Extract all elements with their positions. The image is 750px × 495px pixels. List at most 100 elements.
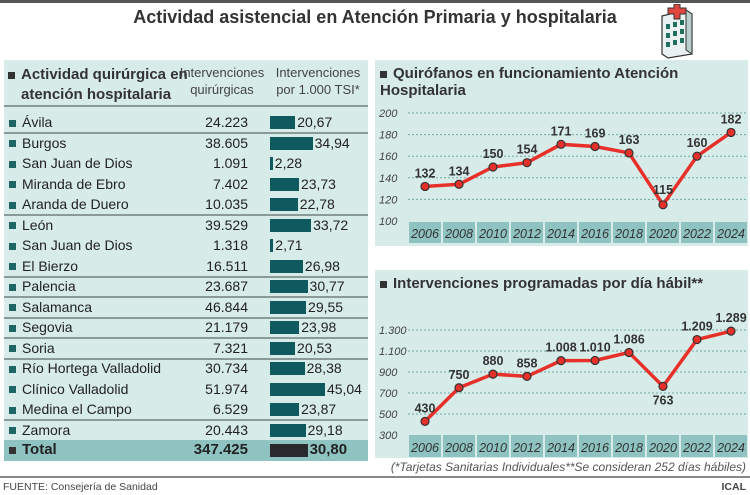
x-tick-label: 2022 [682, 441, 711, 455]
total-row: Total 347.425 30,80 [4, 440, 368, 461]
x-tick-label: 2006 [410, 227, 439, 241]
interventions-value: 7.402 [212, 175, 248, 192]
interventions-value: 6.529 [212, 401, 248, 417]
x-tick-label: 2020 [648, 441, 677, 455]
rate-value: 45,04 [326, 380, 362, 397]
data-label: 182 [721, 112, 742, 126]
year-cell [511, 435, 543, 457]
bullet-icon [9, 181, 16, 189]
table-row: Soria 7.321 20,53 [4, 338, 368, 359]
rate-value: 2,71 [275, 237, 303, 253]
data-point [454, 179, 464, 189]
data-label: 880 [483, 354, 504, 368]
rate-value: 30,77 [309, 278, 345, 294]
divider [4, 105, 368, 107]
column-header-rate: Intervenciones por 1.000 TSI* [275, 65, 361, 97]
row-name: Miranda de Ebro [4, 174, 126, 195]
data-label: 1.010 [579, 340, 610, 354]
x-tick-label: 2010 [478, 441, 507, 455]
table-row: Miranda de Ebro 7.402 23,73 [4, 174, 368, 195]
divider [4, 214, 368, 216]
rate-value: 28,38 [306, 360, 342, 376]
x-tick-label: 2016 [580, 227, 609, 241]
x-tick-label: 2012 [512, 441, 541, 455]
year-cell [409, 435, 441, 457]
y-tick-label: 160 [379, 151, 398, 163]
row-name: Zamora [4, 420, 70, 441]
data-point [658, 381, 668, 391]
data-label: 1.289 [715, 311, 746, 325]
row-name: Salamanca [4, 297, 92, 318]
data-label: 858 [517, 356, 538, 370]
interventions-value: 20.443 [205, 421, 248, 438]
table-row: Zamora 20.443 29,18 [4, 420, 368, 441]
row-name: Río Hortega Valladolid [4, 358, 161, 379]
rate-bar [270, 280, 308, 293]
data-label: 150 [483, 147, 504, 161]
interventions-value: 10.035 [205, 196, 248, 212]
table-row: San Juan de Dios 1.318 2,71 [4, 235, 368, 256]
interventions-value: 1.318 [212, 237, 248, 253]
year-cell [443, 222, 475, 243]
divider [4, 275, 368, 278]
data-label: 430 [415, 401, 436, 415]
rate-value: 22,78 [299, 196, 335, 212]
year-cell [579, 435, 611, 457]
year-cell [579, 222, 611, 243]
hospital-building-icon [661, 4, 693, 59]
data-label: 134 [449, 164, 470, 178]
data-point [692, 334, 702, 345]
rate-bar [270, 177, 299, 191]
year-cell [477, 222, 509, 243]
chart-panel-operating-rooms [375, 60, 748, 246]
rate-bar [270, 157, 273, 170]
table-row: Ávila 24.223 20,67 [4, 112, 368, 133]
interventions-value: 7.321 [212, 339, 248, 356]
interventions-value: 38.605 [205, 134, 248, 151]
x-tick-label: 2022 [682, 227, 711, 241]
data-point [624, 347, 634, 358]
rate-bar [270, 321, 300, 334]
year-cell [647, 222, 679, 243]
bullet-icon [9, 222, 16, 230]
row-name: Soria [4, 338, 55, 359]
rate-bar [270, 116, 296, 129]
bullet-icon [9, 283, 16, 291]
y-tick-label: 900 [379, 367, 398, 379]
interventions-value: 347.425 [193, 441, 248, 458]
year-cell [715, 435, 747, 457]
credit: ICAL [721, 481, 747, 493]
source: FUENTE: Consejería de Sanidad [3, 481, 158, 493]
column-header-interventions: Intervenciones quirúrgicas [179, 65, 265, 97]
year-cell [409, 222, 441, 243]
interventions-value: 1.091 [212, 155, 248, 171]
data-point [590, 355, 600, 366]
interventions-value: 23.687 [205, 278, 248, 294]
rate-bar [270, 259, 303, 273]
footnote: (*Tarjetas Sanitarias Individuales**Se c… [390, 460, 746, 474]
interventions-value: 16.511 [206, 257, 248, 274]
data-label: 154 [517, 143, 538, 157]
x-tick-label: 2012 [512, 227, 541, 241]
interventions-value: 21.179 [205, 319, 248, 335]
rate-bar [270, 136, 313, 150]
y-tick-label: 700 [379, 388, 398, 400]
data-point [488, 162, 498, 172]
x-tick-label: 2014 [546, 441, 575, 455]
table-row: León 39.529 33,72 [4, 215, 368, 236]
data-point [454, 383, 464, 393]
year-cell [511, 222, 543, 243]
year-cell [681, 222, 713, 243]
data-label: 132 [415, 166, 436, 180]
rate-value: 34,94 [314, 134, 350, 151]
rate-bar [270, 362, 305, 375]
x-tick-label: 2024 [716, 441, 745, 455]
rate-bar [270, 403, 300, 416]
rate-value: 23,98 [301, 319, 337, 335]
divider [0, 476, 750, 478]
rate-value: 30,80 [309, 441, 348, 458]
data-label: 160 [687, 136, 708, 150]
x-tick-label: 2020 [648, 227, 677, 241]
x-tick-label: 2008 [444, 441, 473, 455]
top-rule [0, 0, 750, 3]
